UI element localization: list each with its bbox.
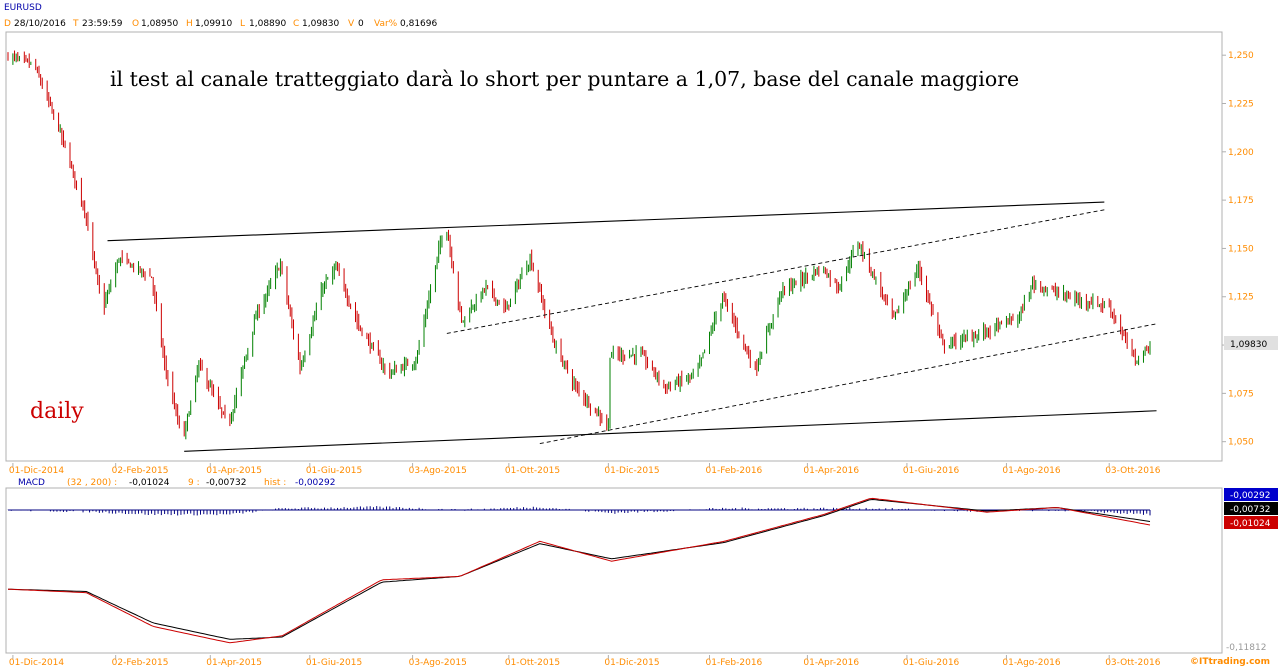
signal-label: 9 : xyxy=(188,478,200,488)
x-tick-label: 03-Ott-2016 xyxy=(1105,466,1161,476)
x-tick-label: 01-Feb-2016 xyxy=(706,466,763,476)
x-tick-label: 02-Feb-2015 xyxy=(112,658,169,668)
hist-value: -0,00292 xyxy=(295,478,335,488)
solid-channel-line xyxy=(107,201,1105,242)
time-value: 23:59:59 xyxy=(82,19,123,29)
y-tick-label: 1,250 xyxy=(1228,51,1254,61)
macd-histogram xyxy=(7,506,1151,516)
timeframe-annotation: daily xyxy=(30,399,84,424)
price-panel xyxy=(5,31,1223,462)
price-x-axis: 01-Dic-2014 02-Feb-2015 01-Apr-2015 01-Giu-… xyxy=(9,463,1161,476)
macd-lines xyxy=(7,497,1151,644)
x-tick-label: 01-Apr-2016 xyxy=(803,658,859,668)
macd-badges: -0,00292 -0,00732 -0,01024 xyxy=(1224,488,1278,529)
macd-label: MACD xyxy=(18,478,45,488)
high-label: H xyxy=(186,19,193,29)
macd-value: -0,01024 xyxy=(129,478,170,488)
x-tick-label: 03-Ago-2015 xyxy=(409,658,467,668)
close-value: 1,09830 xyxy=(302,19,339,29)
badge-signal: -0,00732 xyxy=(1230,505,1270,515)
badge-macd: -0,01024 xyxy=(1230,519,1271,529)
x-tick-label: 01-Giu-2016 xyxy=(903,658,960,668)
x-tick-label: 01-Ott-2015 xyxy=(505,466,560,476)
trendlines-layer xyxy=(107,201,1157,452)
y-tick-label: 1,075 xyxy=(1228,389,1254,399)
y-tick-label: 1,225 xyxy=(1228,100,1254,110)
ohlc-header: D 28/10/2016 T 23:59:59 O 1,08950 H 1,09… xyxy=(4,19,437,29)
analysis-annotation: il test al canale tratteggiato darà lo s… xyxy=(110,67,1019,91)
x-tick-label: 01-Apr-2016 xyxy=(803,466,859,476)
candles-layer xyxy=(7,50,1151,440)
var-label: Var% xyxy=(374,19,398,29)
x-tick-label: 01-Giu-2016 xyxy=(903,466,960,476)
x-tick-label: 01-Dic-2014 xyxy=(9,658,65,668)
symbol-label: EURUSD xyxy=(4,3,42,13)
low-label: L xyxy=(240,19,245,29)
high-value: 1,09910 xyxy=(195,19,232,29)
close-label: C xyxy=(293,19,299,29)
x-tick-label: 01-Dic-2014 xyxy=(9,466,65,476)
macd-header: MACD (32 , 200) : -0,01024 9 : -0,00732 … xyxy=(18,478,335,488)
badge-hist: -0,00292 xyxy=(1230,491,1270,501)
time-label: T xyxy=(72,19,79,29)
x-tick-label: 03-Ago-2015 xyxy=(409,466,467,476)
x-tick-label: 01-Feb-2016 xyxy=(706,658,763,668)
open-value: 1,08950 xyxy=(141,19,178,29)
macd-x-axis: 01-Dic-2014 02-Feb-2015 01-Apr-2015 01-Giu-… xyxy=(9,655,1161,668)
x-tick-label: 01-Apr-2015 xyxy=(206,466,262,476)
watermark: ©ITtrading.com xyxy=(1190,657,1270,667)
price-y-axis: 1,2501,2251,2001,1751,1501,1251,1001,075… xyxy=(1222,51,1254,448)
hist-label: hist : xyxy=(264,478,286,488)
x-tick-label: 01-Apr-2015 xyxy=(206,658,262,668)
macd-params: (32 , 200) : xyxy=(67,478,117,488)
y-tick-label: 1,150 xyxy=(1228,244,1254,254)
volume-label: V xyxy=(348,19,355,29)
x-tick-label: 01-Giu-2015 xyxy=(306,658,362,668)
var-value: 0,81696 xyxy=(400,19,437,29)
y-tick-label: 1,175 xyxy=(1228,196,1254,206)
x-tick-label: 01-Ago-2016 xyxy=(1002,658,1060,668)
last-price-badge: 1,09830 xyxy=(1224,336,1278,350)
solid-channel-line xyxy=(184,410,1157,452)
x-tick-label: 02-Feb-2015 xyxy=(112,466,169,476)
macd-panel xyxy=(5,487,1223,654)
x-tick-label: 01-Ago-2016 xyxy=(1002,466,1060,476)
x-tick-label: 01-Giu-2015 xyxy=(306,466,362,476)
last-price-value: 1,09830 xyxy=(1230,340,1267,350)
date-value: 28/10/2016 xyxy=(14,19,66,29)
y-tick-label: 1,050 xyxy=(1228,438,1254,448)
macd-bottom-tick: -0,11812 xyxy=(1226,643,1266,653)
macd-line xyxy=(7,497,1151,644)
date-label: D xyxy=(4,19,11,29)
x-tick-label: 01-Dic-2015 xyxy=(604,466,659,476)
y-tick-label: 1,125 xyxy=(1228,293,1254,303)
x-tick-label: 01-Ott-2015 xyxy=(505,658,560,668)
signal-value: -0,00732 xyxy=(206,478,246,488)
x-tick-label: 03-Ott-2016 xyxy=(1105,658,1161,668)
volume-value: 0 xyxy=(358,19,364,29)
open-label: O xyxy=(132,19,139,29)
low-value: 1,08890 xyxy=(249,19,286,29)
y-tick-label: 1,200 xyxy=(1228,148,1254,158)
x-tick-label: 01-Dic-2015 xyxy=(604,658,659,668)
